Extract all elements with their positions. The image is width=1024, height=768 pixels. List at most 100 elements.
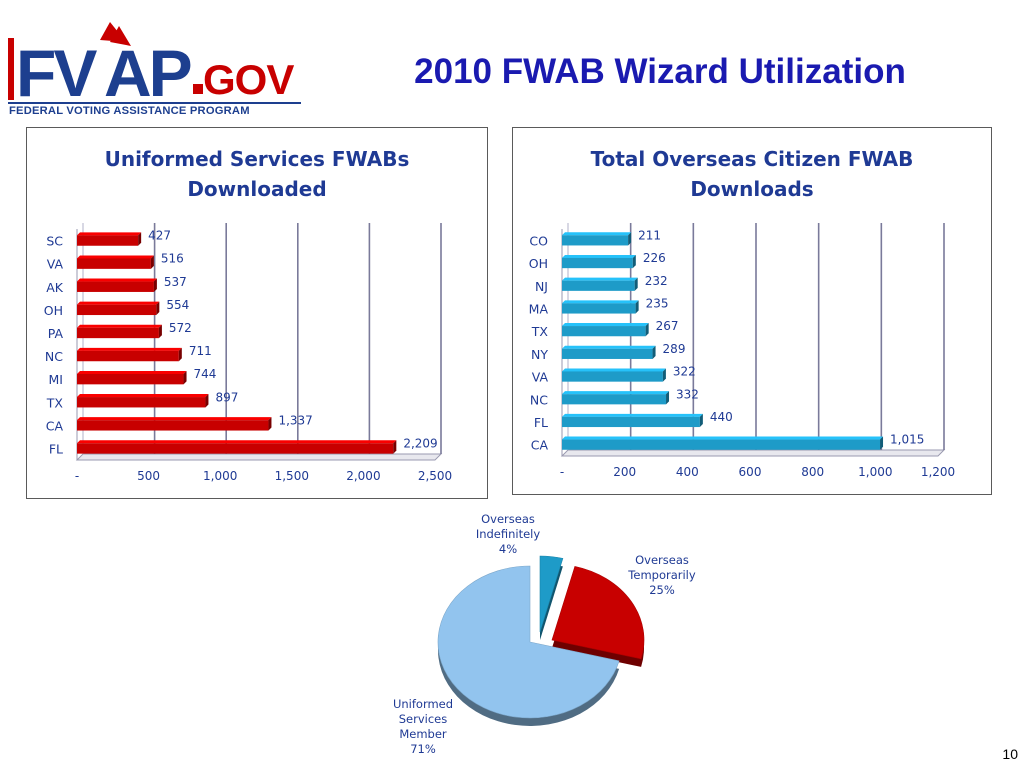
x-tick-label: 1,000	[858, 465, 892, 479]
bar-top	[77, 324, 162, 328]
bar-ca	[77, 417, 272, 431]
category-label: MI	[49, 372, 63, 387]
bar-fl	[77, 440, 397, 454]
bar-top	[77, 278, 157, 282]
chart-title-line2: Downloaded	[187, 177, 327, 201]
bar-top	[562, 368, 666, 372]
bar-front	[77, 350, 179, 362]
chart-floor	[75, 453, 443, 461]
value-label: 427	[148, 229, 171, 243]
category-label: FL	[534, 415, 548, 430]
value-label: 232	[645, 274, 668, 288]
value-label: 289	[663, 342, 686, 356]
value-label: 1,015	[890, 433, 924, 447]
bar-top	[77, 417, 272, 421]
pie-label-uniformed-services-member: Uniformed Services Member 71%	[392, 697, 454, 756]
value-label: 267	[656, 319, 679, 333]
x-tick-label: -	[560, 465, 564, 479]
bar-nc	[77, 347, 182, 362]
bar-tx	[77, 394, 209, 408]
category-label: OH	[529, 256, 548, 271]
bar-oh	[77, 301, 160, 316]
value-label: 897	[215, 390, 238, 404]
bar-va	[77, 255, 154, 269]
pie-label-overseas-temporarily: Overseas Temporarily 25%	[628, 553, 696, 597]
svg-text:FEDERAL VOTING ASSISTANCE PROG: FEDERAL VOTING ASSISTANCE PROGRAM	[9, 105, 250, 116]
bar-end	[158, 324, 162, 339]
bar-top	[562, 436, 884, 440]
bar-end	[150, 255, 154, 269]
bar-nj	[562, 277, 638, 291]
bar-oh	[562, 254, 636, 269]
bar-top	[562, 232, 632, 236]
category-label: FL	[49, 441, 63, 456]
category-label: CA	[531, 438, 549, 453]
category-label: NJ	[535, 279, 548, 294]
bar-end	[632, 254, 636, 269]
bar-end	[205, 394, 209, 408]
x-tick-label: 800	[801, 465, 824, 479]
value-label: 572	[169, 321, 192, 335]
bar-end	[156, 301, 160, 316]
bar-end	[183, 370, 187, 385]
x-tick-label: 2,000	[346, 469, 380, 483]
value-label: 322	[673, 365, 696, 379]
bar-top	[77, 394, 209, 398]
bar-end	[634, 277, 638, 291]
x-tick-label: 600	[739, 465, 762, 479]
bar-top	[562, 254, 636, 258]
category-label: NC	[45, 349, 63, 364]
chart-title: Uniformed Services FWABs Downloaded	[27, 144, 487, 204]
x-tick-label: 1,500	[275, 469, 309, 483]
bar-end	[699, 413, 703, 428]
bar-front	[77, 327, 159, 339]
bar-top	[562, 345, 656, 349]
value-label: 711	[189, 344, 212, 358]
bar-front	[562, 235, 629, 246]
x-tick-label: 200	[613, 465, 636, 479]
value-label: 226	[643, 251, 666, 265]
uniformed-services-chart: Uniformed Services FWABs Downloaded - 500…	[26, 127, 488, 499]
category-label: CO	[529, 233, 548, 248]
bar-front	[562, 416, 700, 428]
bar-front	[77, 443, 394, 454]
bar-ca	[562, 436, 884, 450]
bar-top	[77, 370, 187, 374]
svg-text:GOV: GOV	[203, 56, 294, 103]
bar-front	[562, 280, 635, 291]
bar-front	[77, 258, 151, 269]
bar-mi	[77, 370, 187, 385]
value-label: 744	[194, 367, 217, 381]
bar-front	[77, 281, 154, 292]
x-tick-label: 500	[137, 469, 160, 483]
bar-end	[153, 278, 157, 292]
bar-top	[77, 255, 154, 259]
bar-front	[562, 326, 646, 337]
bar-sc	[77, 232, 142, 246]
chart-title: Total Overseas Citizen FWAB Downloads	[513, 144, 991, 204]
svg-text:AP: AP	[104, 36, 191, 110]
x-tick-label: -	[75, 469, 79, 483]
bar-front	[562, 303, 636, 314]
category-label: SC	[46, 234, 63, 249]
pie-slice-overseas-indefinitely	[539, 555, 564, 633]
pie-slice-uniformed-services-member	[437, 565, 620, 719]
bar-front	[562, 348, 653, 359]
x-tick-label: 1,200	[921, 465, 955, 479]
bar-top	[562, 391, 670, 395]
category-label: CA	[46, 418, 64, 433]
bar-end	[645, 323, 649, 337]
bar-end	[268, 417, 272, 431]
value-label: 440	[710, 410, 733, 424]
bar-nc	[562, 391, 670, 405]
bar-front	[562, 394, 667, 405]
x-tick-label: 400	[676, 465, 699, 479]
category-label: PA	[48, 326, 64, 341]
value-label: 332	[676, 387, 699, 401]
bar-end	[628, 232, 632, 246]
category-label: NY	[531, 347, 548, 362]
pie-label-overseas-indefinitely: Overseas Indefinitely 4%	[475, 512, 541, 556]
bar-ma	[562, 300, 639, 314]
category-label: TX	[531, 324, 549, 339]
bar-top	[77, 232, 142, 236]
